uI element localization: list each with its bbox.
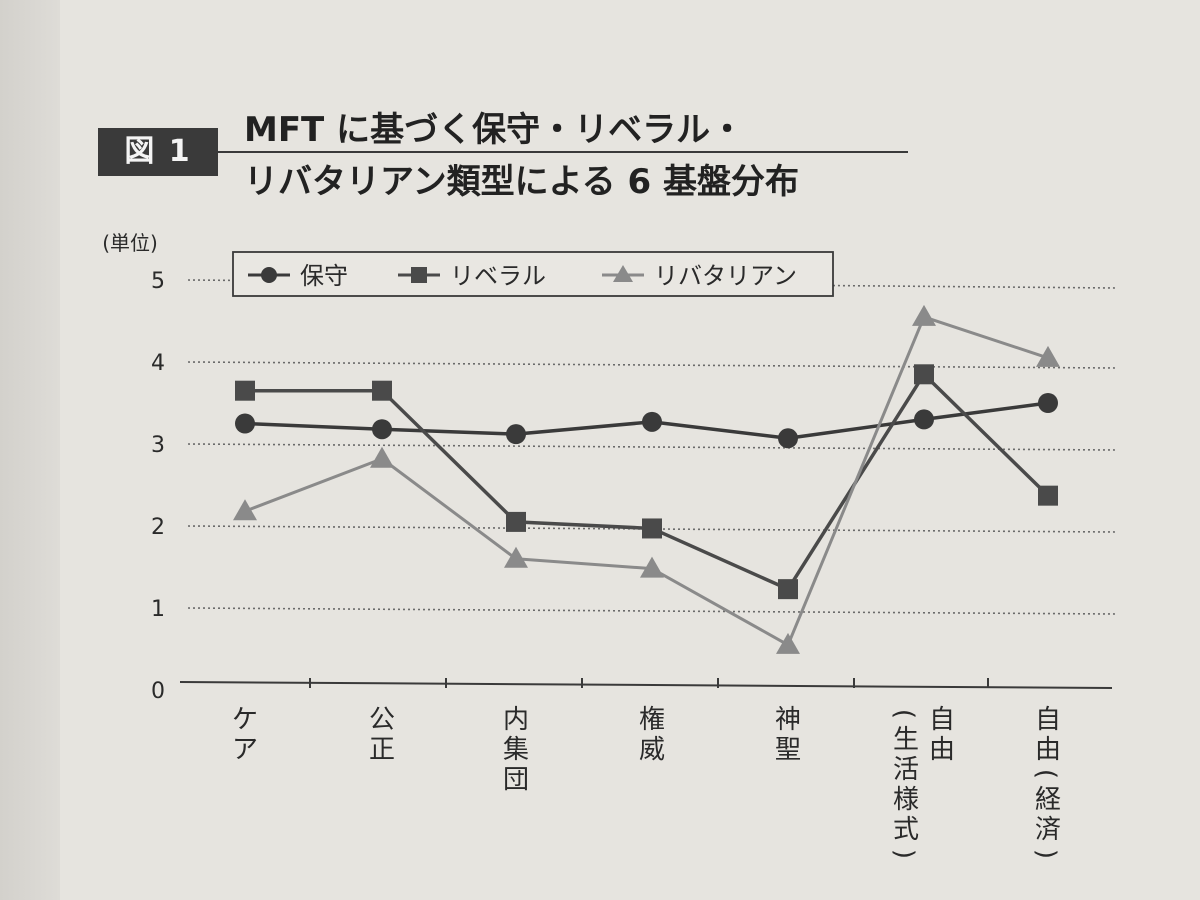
figure-number-badge: 図 1	[98, 128, 218, 176]
legend-entry-2: リベラル	[398, 262, 546, 290]
x-category-char: 由	[929, 735, 955, 765]
x-category-char: 公	[369, 705, 395, 735]
y-tick-label: 0	[151, 679, 165, 704]
x-category-label: 自由 ( 経済)	[1031, 705, 1061, 859]
x-category-char: )	[1031, 849, 1061, 859]
y-tick-label: 2	[151, 515, 165, 540]
x-axis-line	[179, 681, 1113, 689]
y-axis-label: (単位)	[102, 231, 158, 255]
x-category-char: ケ	[232, 705, 258, 735]
x-category-label: ケア	[232, 705, 258, 765]
legend: 保守 リベラル リバタリアン	[232, 251, 834, 297]
data-point	[1038, 485, 1058, 506]
data-point	[642, 518, 662, 539]
data-point	[912, 304, 936, 326]
legend-label: リバタリアン	[654, 262, 797, 290]
legend-label: 保守	[300, 262, 348, 290]
y-tick-label: 3	[151, 433, 165, 458]
data-point	[506, 511, 526, 532]
x-category-char: 集	[503, 735, 529, 765]
x-category-char: (	[1031, 769, 1061, 779]
x-category-label: 権威	[639, 705, 665, 765]
figure-title: MFT に基づく保守・リベラル・ リバタリアン類型による 6 基盤分布	[244, 104, 799, 208]
data-point	[640, 556, 664, 578]
grid-line	[187, 361, 1116, 369]
x-category-char: (	[889, 709, 919, 719]
axes	[179, 678, 1113, 689]
grid-line	[187, 443, 1116, 451]
y-tick-label: 5	[151, 269, 165, 294]
data-point	[1038, 393, 1058, 413]
x-category-char: 内	[503, 705, 529, 735]
x-category-char: 式	[893, 815, 919, 845]
data-point	[1036, 345, 1060, 367]
x-category-char: 由	[1035, 735, 1061, 765]
legend-marker	[261, 267, 277, 283]
legend-box	[232, 251, 834, 297]
grid-line	[187, 607, 1116, 615]
data-point	[235, 380, 255, 401]
title-underline	[218, 151, 908, 153]
legend-marker	[613, 265, 633, 282]
x-category-char: 正	[369, 735, 395, 765]
figure-title-line-1: MFT に基づく保守・リベラル・	[244, 110, 745, 150]
series-lines	[233, 304, 1060, 654]
series-2	[235, 364, 1058, 600]
data-point	[235, 413, 255, 434]
x-category-label: 内集団	[503, 705, 529, 795]
data-point	[642, 411, 662, 432]
x-category-char: ア	[232, 735, 258, 765]
x-category-char: 生	[893, 725, 919, 755]
figure-title-line-2: リバタリアン類型による 6 基盤分布	[244, 162, 799, 202]
x-category-char: 様	[893, 785, 919, 815]
data-point	[372, 419, 392, 440]
y-tick-label: 1	[151, 597, 165, 622]
data-point	[914, 409, 934, 430]
legend-entry-1: 保守	[248, 262, 348, 290]
x-category-char: )	[889, 849, 919, 859]
x-category-char: 権	[639, 705, 665, 735]
data-point	[778, 579, 798, 600]
data-point	[372, 380, 392, 401]
x-category-char: 経	[1035, 785, 1061, 815]
x-category-char: 済	[1035, 815, 1061, 845]
x-category-char: 自	[1035, 705, 1061, 735]
series-line	[245, 372, 1050, 591]
x-category-char: 聖	[775, 735, 801, 765]
data-point	[506, 424, 526, 445]
legend-label: リベラル	[450, 262, 546, 290]
series-3	[233, 304, 1060, 654]
y-tick-label: 4	[151, 351, 165, 376]
data-point	[504, 546, 528, 568]
data-point	[776, 632, 800, 654]
page-edge	[0, 0, 60, 900]
x-category-label: 公正	[369, 705, 395, 765]
x-category-label: 神聖	[775, 705, 801, 765]
data-point	[778, 428, 798, 449]
legend-marker	[411, 267, 427, 283]
data-point	[233, 499, 257, 521]
legend-entry-3: リバタリアン	[602, 262, 797, 290]
data-point	[914, 364, 934, 385]
x-category-char: 自	[929, 705, 955, 735]
series-1	[235, 393, 1058, 449]
x-category-char: 神	[775, 705, 801, 735]
data-point	[370, 446, 394, 468]
x-category-char: 団	[503, 765, 529, 795]
x-category-char: 活	[893, 755, 919, 785]
x-category-char: 威	[639, 735, 665, 765]
